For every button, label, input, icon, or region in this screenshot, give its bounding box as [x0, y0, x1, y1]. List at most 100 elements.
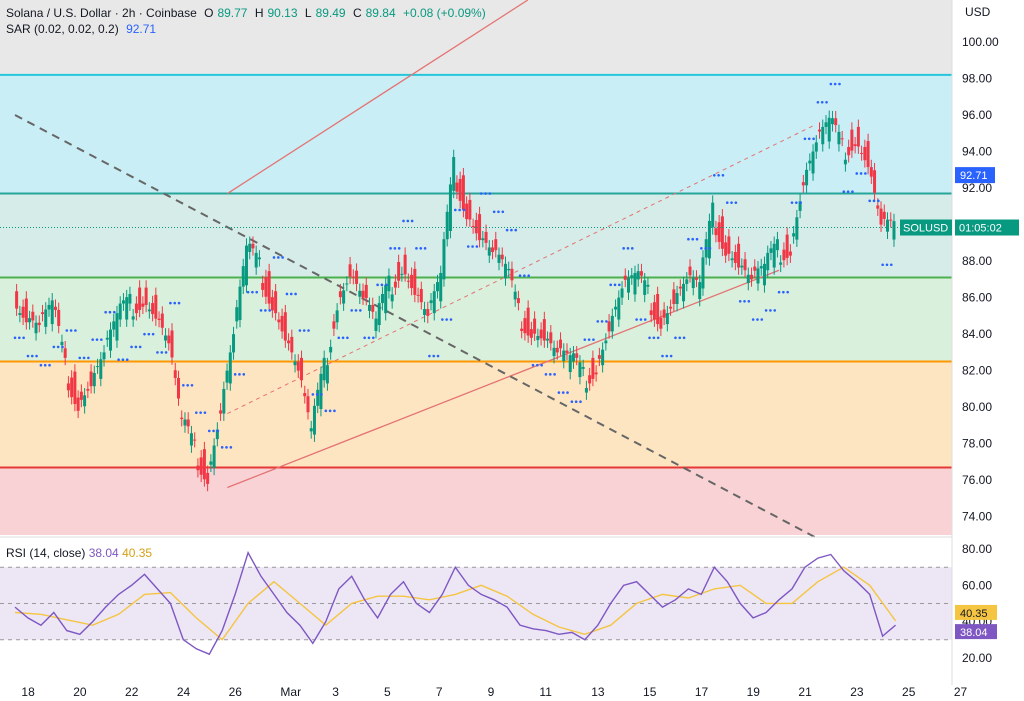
candle-body — [591, 357, 595, 379]
candle-body — [529, 329, 533, 338]
candle-body — [555, 347, 559, 353]
candle-body — [144, 287, 148, 305]
sar-dot — [527, 274, 530, 278]
candle-body — [649, 310, 653, 315]
candle-body — [474, 220, 478, 234]
zone-blue — [0, 74, 952, 194]
sar-dot — [471, 245, 474, 248]
sar-dot — [311, 393, 315, 396]
y-tick-label: 74.00 — [962, 510, 992, 524]
candle-body — [886, 219, 890, 232]
candle-body — [50, 300, 54, 325]
candle-body — [879, 208, 883, 225]
candle-body — [241, 266, 245, 287]
candle-body — [892, 221, 896, 240]
sar-dot — [449, 318, 453, 321]
sar-legend: SAR (0.02, 0.02, 0.2) 92.71 — [6, 22, 160, 36]
candle-body — [76, 397, 80, 411]
y-tick-label: 100.00 — [962, 35, 999, 49]
candle-body — [34, 322, 38, 334]
candle-body — [180, 417, 184, 420]
candle-body — [750, 274, 754, 280]
high-value: 90.13 — [267, 6, 298, 20]
candle-body — [57, 309, 61, 326]
sar-dot — [820, 100, 824, 104]
sar-dot — [52, 345, 56, 349]
sar-dot — [548, 373, 552, 376]
candle-body — [808, 160, 812, 164]
candle-body — [147, 309, 151, 312]
candle-body — [287, 340, 291, 344]
sar-dot — [721, 173, 725, 177]
sar-dot — [652, 336, 656, 340]
candle-body — [523, 318, 527, 334]
candle-body — [478, 214, 482, 241]
candle-body — [685, 279, 689, 284]
candle-body — [805, 169, 809, 186]
sar-dot — [553, 373, 556, 376]
sar-dot — [350, 309, 354, 312]
candle-body — [597, 355, 601, 359]
sar-dot — [393, 247, 397, 250]
y-tick-label: 84.00 — [962, 327, 992, 341]
candle-body — [500, 254, 504, 260]
candle-body — [737, 243, 741, 268]
sar-dot — [458, 208, 461, 212]
y-tick-label: 78.00 — [962, 437, 992, 451]
candle-body — [63, 348, 67, 358]
candle-body — [869, 167, 873, 177]
candle-body — [487, 247, 491, 256]
candle-body — [860, 152, 864, 154]
rsi-tick-label: 60.00 — [962, 578, 992, 592]
sar-dot — [39, 363, 43, 367]
candle-body — [83, 395, 87, 407]
sar-dot — [341, 336, 345, 340]
candle-body — [86, 388, 90, 391]
candle-body — [516, 298, 520, 304]
countdown-tag: 01:05:02 — [959, 223, 1002, 235]
x-tick-label: 24 — [177, 685, 191, 699]
candle-body — [303, 393, 307, 397]
candle-body — [280, 315, 284, 332]
y-tick-label: 98.00 — [962, 72, 992, 86]
candle-body — [633, 272, 637, 295]
candle-body — [792, 233, 796, 237]
candle-body — [669, 306, 673, 309]
y-tick-label: 86.00 — [962, 291, 992, 305]
sar-dot — [639, 318, 643, 321]
sar-dot — [108, 310, 112, 314]
close-value: 89.84 — [365, 6, 396, 20]
sar-dot — [415, 247, 418, 250]
candle-body — [448, 184, 452, 231]
sar-tag: 92.71 — [960, 170, 988, 182]
sar-dot — [816, 100, 820, 104]
channel-upper — [227, 0, 529, 195]
rsi-tag: 38.04 — [960, 627, 988, 639]
candle-body — [112, 321, 116, 330]
candle-body — [206, 472, 210, 484]
sar-dot — [100, 338, 103, 341]
candle-body — [109, 329, 113, 351]
candle-body — [468, 199, 472, 220]
sar-dot — [164, 351, 168, 354]
x-tick-label: 15 — [643, 685, 657, 699]
candle-body — [53, 306, 57, 310]
candle-body — [400, 273, 404, 275]
rsi-tag-bg — [955, 624, 997, 640]
sar-dot — [363, 336, 366, 340]
candle-body — [714, 228, 718, 236]
candle-body — [374, 318, 378, 331]
sar-dot — [445, 318, 448, 321]
x-tick-label: 3 — [332, 685, 339, 699]
low-value: 89.49 — [315, 6, 346, 20]
sar-dot — [242, 373, 246, 376]
candle-body — [762, 263, 766, 286]
candle-body — [196, 465, 200, 471]
x-tick-label: 9 — [488, 685, 495, 699]
candle-body — [724, 242, 728, 256]
candle-body — [21, 306, 25, 318]
sar-dot — [812, 137, 815, 141]
sar-dot — [881, 263, 884, 267]
candle-body — [497, 254, 501, 263]
